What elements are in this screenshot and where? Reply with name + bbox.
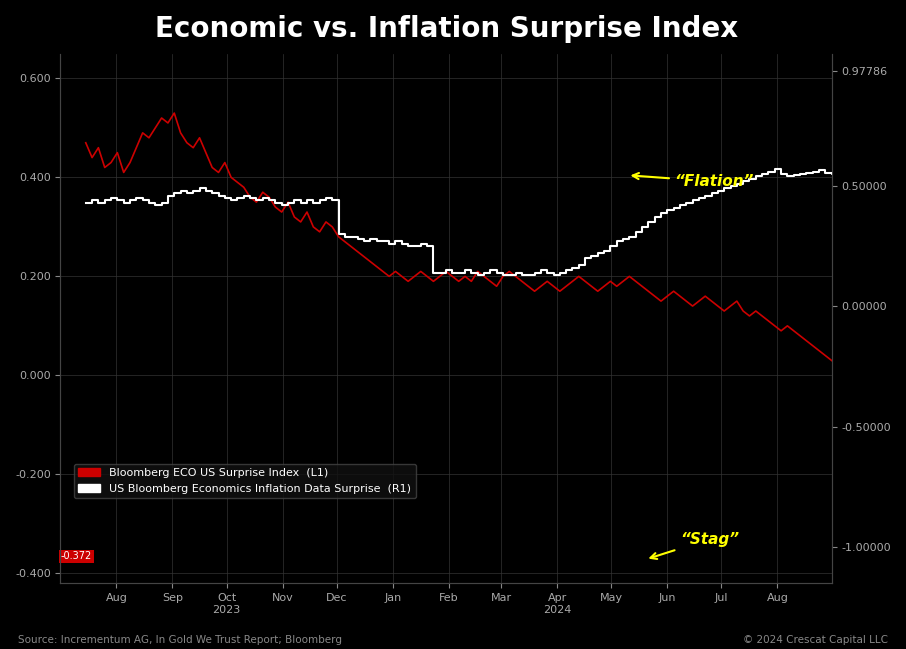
Text: “Stag”: “Stag” [651, 532, 739, 559]
Title: Economic vs. Inflation Surprise Index: Economic vs. Inflation Surprise Index [155, 15, 737, 43]
Text: Source: Incrementum AG, In Gold We Trust Report; Bloomberg: Source: Incrementum AG, In Gold We Trust… [18, 635, 342, 644]
Text: -0.372: -0.372 [61, 552, 92, 561]
Text: “Flation”: “Flation” [632, 173, 754, 189]
Text: © 2024 Crescat Capital LLC: © 2024 Crescat Capital LLC [743, 635, 888, 644]
Legend: Bloomberg ECO US Surprise Index  (L1), US Bloomberg Economics Inflation Data Sur: Bloomberg ECO US Surprise Index (L1), US… [73, 464, 416, 498]
